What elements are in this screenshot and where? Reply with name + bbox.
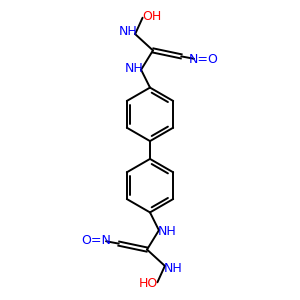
Text: HO: HO	[139, 277, 158, 290]
Text: NH: NH	[118, 25, 137, 38]
Text: NH: NH	[158, 225, 177, 238]
Text: NH: NH	[124, 62, 143, 75]
Text: OH: OH	[142, 10, 161, 23]
Text: N=O: N=O	[189, 53, 218, 66]
Text: O=N: O=N	[82, 234, 111, 247]
Text: NH: NH	[164, 262, 183, 275]
